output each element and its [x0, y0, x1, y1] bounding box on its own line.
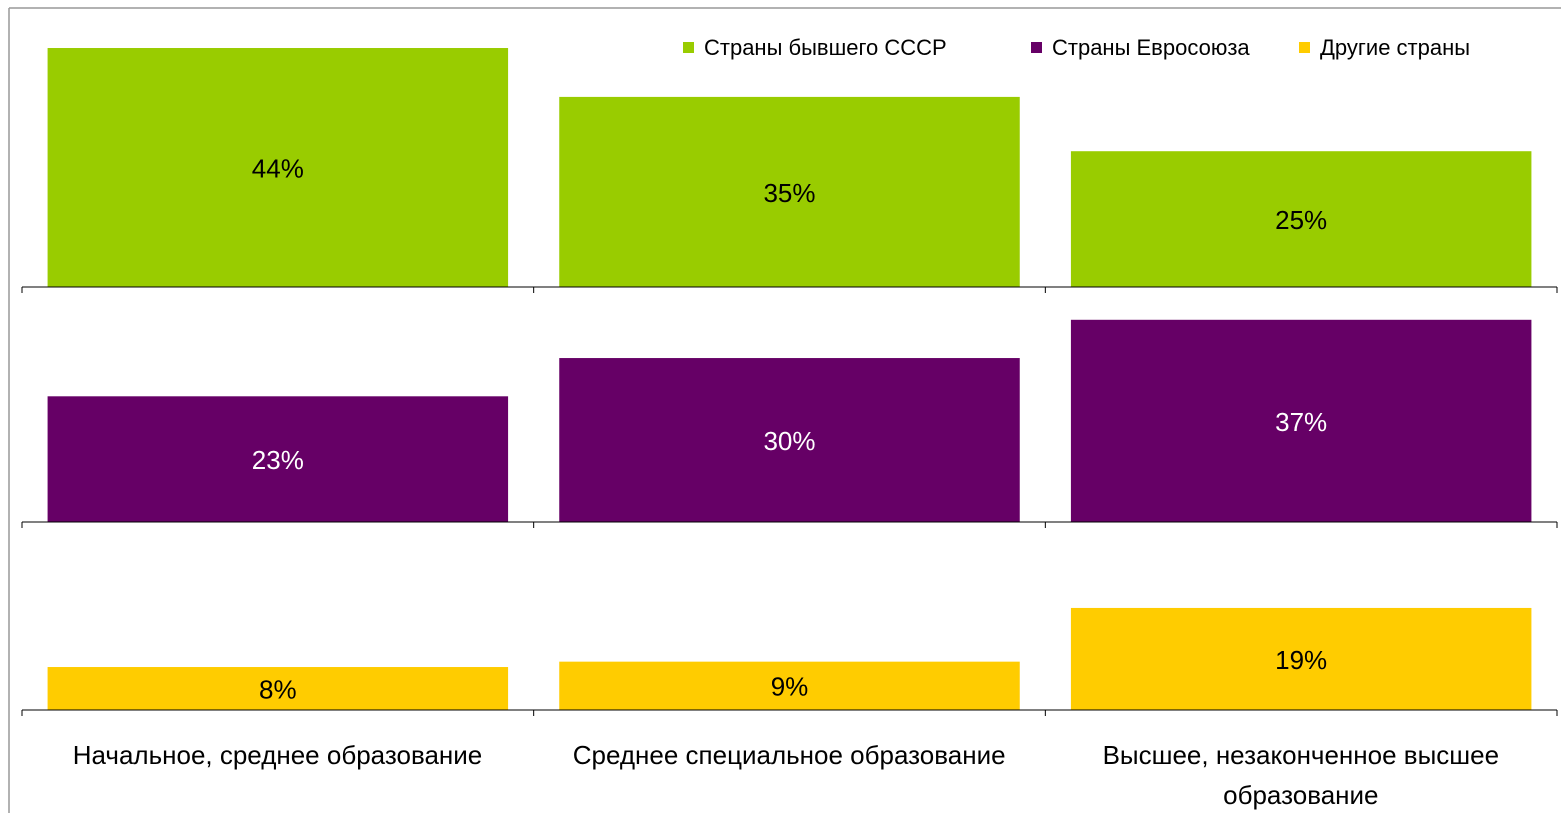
bar	[47, 667, 509, 710]
bar	[1070, 151, 1532, 287]
value-label: 23%	[252, 445, 304, 475]
legend-swatch	[1031, 42, 1042, 53]
bar	[1070, 607, 1532, 710]
bar	[1070, 319, 1532, 522]
value-label: 9%	[771, 672, 809, 702]
value-label: 44%	[252, 153, 304, 183]
x-tick-label: Начальное, среднее образование	[72, 740, 483, 770]
bar	[559, 358, 1020, 522]
bar	[559, 96, 1020, 287]
x-tick-label: Среднее специальное образование	[572, 740, 1006, 770]
bar	[47, 396, 509, 522]
legend-swatch	[683, 42, 694, 53]
legend-label: Страны Евросоюза	[1052, 35, 1250, 60]
value-label: 19%	[1275, 645, 1327, 675]
legend-label: Другие страны	[1320, 35, 1470, 60]
legend-label: Страны бывшего СССР	[704, 35, 947, 60]
value-label: 35%	[763, 178, 815, 208]
value-label: 37%	[1275, 407, 1327, 437]
bar	[47, 48, 509, 287]
legend-swatch	[1299, 42, 1310, 53]
value-label: 25%	[1275, 205, 1327, 235]
value-label: 8%	[259, 674, 297, 704]
x-tick-label: Высшее, незаконченное высшее образование	[1102, 740, 1500, 810]
bar	[559, 661, 1020, 710]
value-label: 30%	[763, 426, 815, 456]
